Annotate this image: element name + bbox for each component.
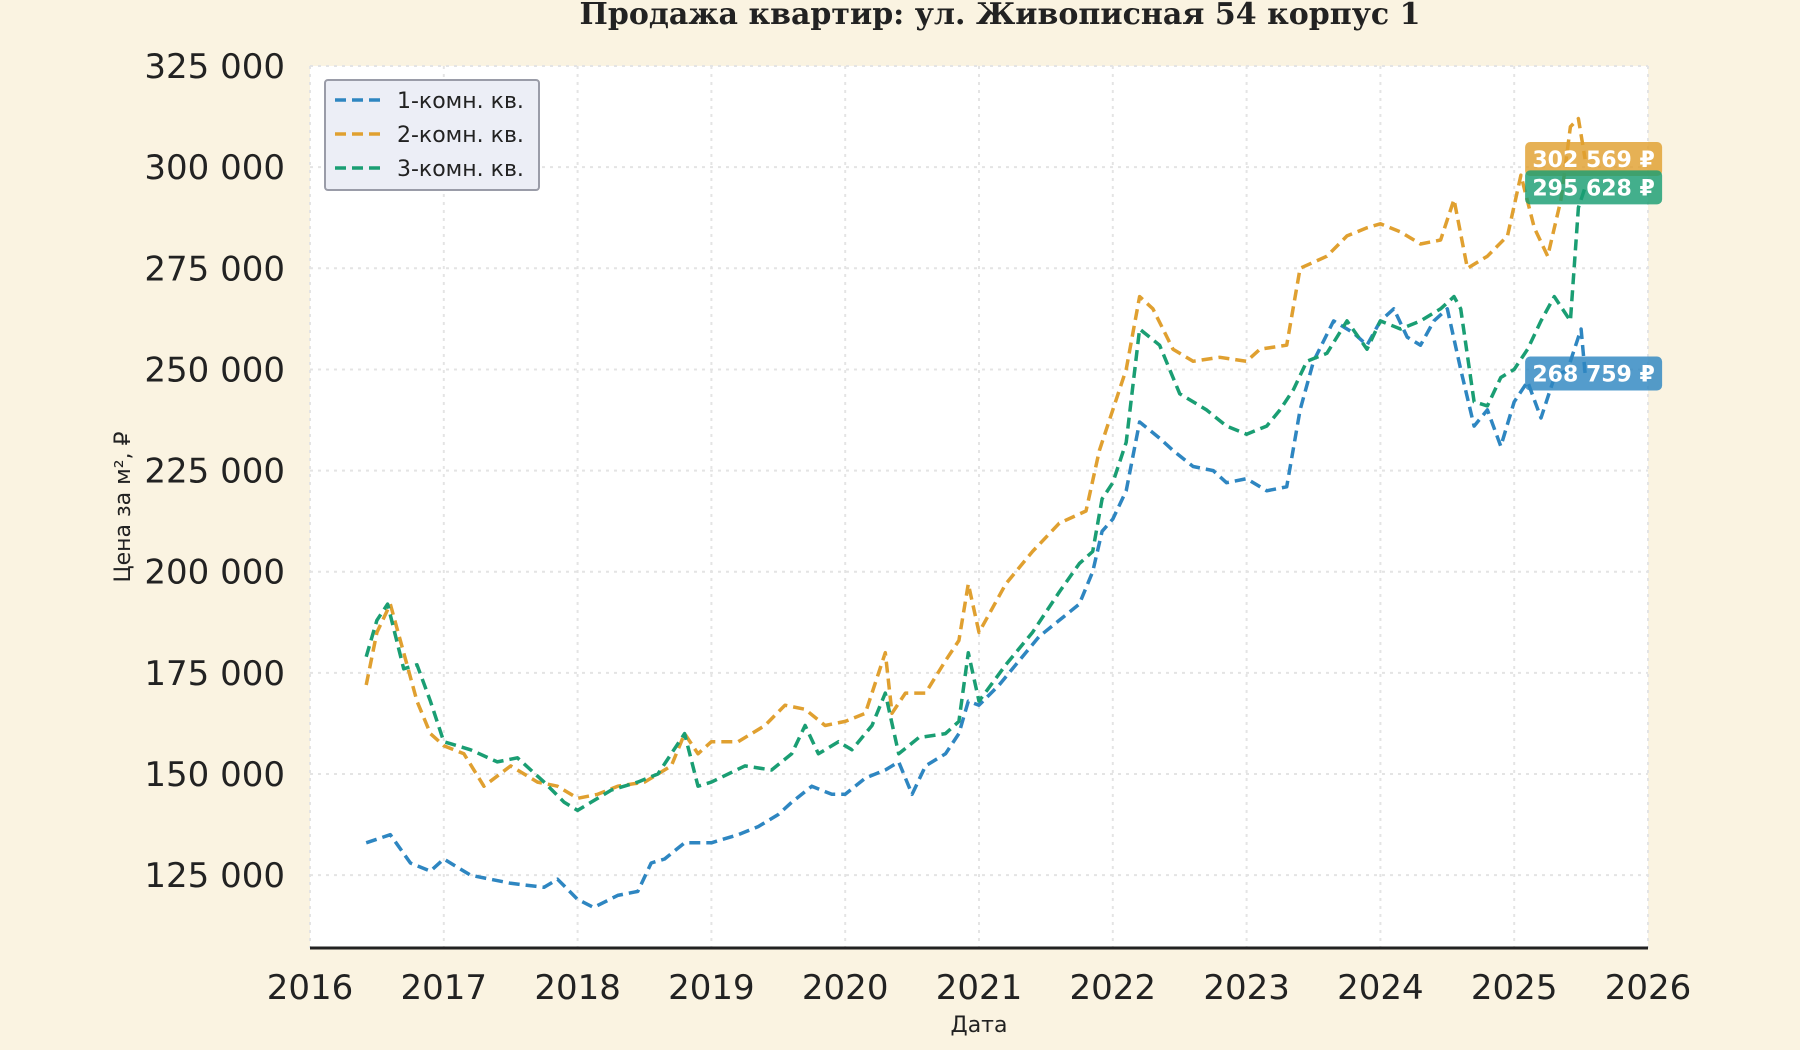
grid-lines xyxy=(309,65,1649,948)
series-line-3 xyxy=(364,186,1587,813)
legend-box xyxy=(324,79,540,191)
y-tick-label: 200 000 xyxy=(144,553,285,593)
badge-background xyxy=(1525,170,1663,205)
series-line-1 xyxy=(365,307,1587,910)
y-axis-ticks: 125 000 150 000 175 000 200 000 225 000 250 0… xyxy=(144,47,285,896)
badge-background xyxy=(1525,356,1663,391)
end-value-label: 295 628 ₽ xyxy=(1532,176,1654,201)
x-tick-label: 2016 xyxy=(267,968,354,1008)
y-tick-label: 250 000 xyxy=(144,350,285,390)
x-tick-label: 2022 xyxy=(1070,968,1157,1008)
end-value-badge: 268 759 ₽ xyxy=(1525,356,1663,391)
x-tick-label: 2019 xyxy=(668,968,755,1008)
chart-title: Продажа квартир: ул. Живописная 54 корпу… xyxy=(580,0,1421,32)
end-value-badge: 302 569 ₽ xyxy=(1525,142,1663,177)
end-value-label: 268 759 ₽ xyxy=(1532,362,1654,387)
x-tick-label: 2023 xyxy=(1203,968,1290,1008)
legend-label: 3-комн. кв. xyxy=(397,157,524,182)
y-tick-label: 150 000 xyxy=(144,755,285,795)
x-tick-label: 2026 xyxy=(1605,968,1692,1008)
x-tick-label: 2020 xyxy=(802,968,889,1008)
series-line-2 xyxy=(364,116,1587,801)
y-tick-label: 225 000 xyxy=(144,452,285,492)
end-value-label: 302 569 ₽ xyxy=(1532,148,1654,173)
x-tick-label: 2021 xyxy=(936,968,1023,1008)
badge-background xyxy=(1525,142,1663,177)
end-value-badge: 295 628 ₽ xyxy=(1525,170,1663,205)
x-axis-ticks: 2016 2017 2018 2019 2020 2021 2022 2023 2024 2025… xyxy=(267,968,1692,1008)
x-axis-label: Дата xyxy=(951,1013,1008,1038)
y-tick-label: 325 000 xyxy=(144,47,285,87)
x-tick-label: 2018 xyxy=(534,968,621,1008)
legend-label: 1-комн. кв. xyxy=(397,89,524,114)
y-axis-label: Цена за м², ₽ xyxy=(111,431,136,582)
x-tick-label: 2025 xyxy=(1471,968,1558,1008)
x-tick-label: 2024 xyxy=(1337,968,1424,1008)
legend-label: 2-комн. кв. xyxy=(397,123,524,148)
end-value-badges: 268 759 ₽ 302 569 ₽ 295 628 ₽ xyxy=(1525,142,1663,391)
legend: 1-комн. кв. 2-комн. кв. 3-комн. кв. xyxy=(324,79,540,191)
y-tick-label: 125 000 xyxy=(144,856,285,896)
y-tick-label: 175 000 xyxy=(144,654,285,694)
y-tick-label: 275 000 xyxy=(144,249,285,289)
series-lines xyxy=(364,116,1587,910)
y-tick-label: 300 000 xyxy=(144,148,285,188)
x-tick-label: 2017 xyxy=(401,968,488,1008)
